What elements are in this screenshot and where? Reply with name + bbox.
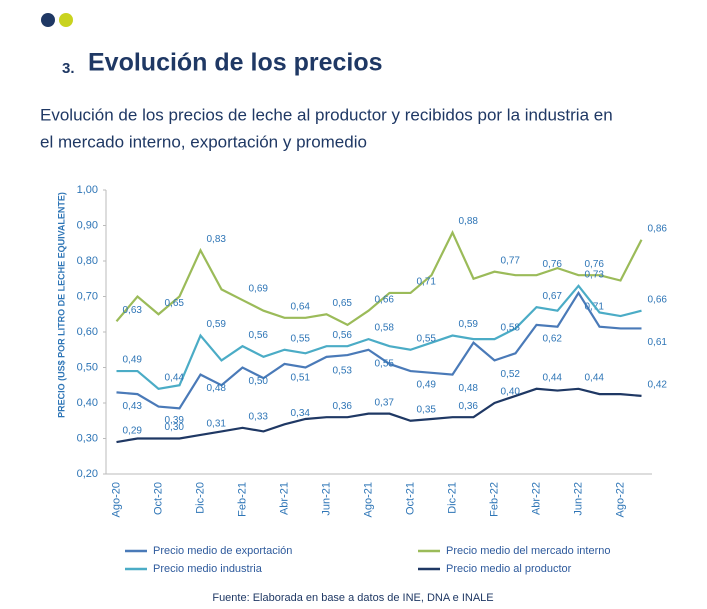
data-label: 0,39 [165, 415, 185, 426]
y-tick-label: 0,50 [77, 361, 98, 373]
data-label: 0,86 [648, 223, 668, 234]
data-label: 0,31 [207, 419, 227, 430]
subtitle: el mercado interno, exportación y promed… [40, 132, 367, 151]
data-label: 0,67 [543, 291, 563, 302]
data-label: 0,43 [123, 401, 143, 412]
x-tick-label: Dic-21 [446, 482, 458, 514]
y-tick-label: 0,20 [77, 468, 98, 480]
y-tick-label: 0,30 [77, 432, 98, 444]
dot [59, 13, 73, 27]
legend-label: Precio medio del mercado interno [446, 545, 610, 557]
data-label: 0,34 [291, 408, 311, 419]
data-label: 0,66 [648, 294, 668, 305]
data-label: 0,71 [417, 277, 437, 288]
data-label: 0,69 [249, 284, 269, 295]
data-label: 0,56 [333, 330, 353, 341]
data-label: 0,55 [417, 333, 437, 344]
line [116, 284, 642, 390]
data-label: 0,50 [249, 376, 269, 387]
data-label: 0,51 [291, 373, 311, 384]
data-label: 0,49 [417, 380, 437, 391]
data-label: 0,36 [459, 401, 479, 412]
y-tick-label: 0,60 [77, 326, 98, 338]
x-tick-label: Feb-21 [236, 482, 248, 517]
legend-label: Precio medio al productor [446, 563, 572, 575]
data-label: 0,48 [207, 383, 227, 394]
data-label: 0,76 [585, 259, 605, 270]
data-label: 0,58 [501, 323, 521, 334]
x-tick-label: Feb-22 [488, 482, 500, 517]
data-label: 0,64 [291, 301, 311, 312]
data-label: 0,52 [501, 369, 521, 380]
x-tick-label: Oct-21 [404, 482, 416, 515]
x-tick-label: Ago-21 [362, 482, 374, 517]
legend-label: Precio medio de exportación [153, 545, 292, 557]
data-label: 0,63 [123, 305, 143, 316]
x-tick-label: Abr-21 [278, 482, 290, 515]
y-tick-label: 0,70 [77, 290, 98, 302]
data-label: 0,30 [165, 422, 185, 433]
data-label: 0,49 [123, 355, 143, 366]
data-label: 0,53 [333, 365, 353, 376]
data-label: 0,62 [543, 334, 563, 345]
x-tick-label: Jun-22 [572, 482, 584, 516]
section-number: 3. [62, 60, 75, 77]
line [116, 387, 642, 444]
y-tick-label: 1,00 [77, 184, 98, 196]
y-tick-label: 0,40 [77, 397, 98, 409]
data-label: 0,77 [501, 255, 521, 266]
y-tick-label: 0,80 [77, 255, 98, 267]
x-tick-label: Abr-22 [530, 482, 542, 515]
x-tick-label: Oct-20 [152, 482, 164, 515]
data-label: 0,35 [417, 404, 437, 415]
data-label: 0,55 [291, 333, 311, 344]
data-label: 0,65 [333, 298, 353, 309]
y-axis-label: PRECIO (US$ POR LITRO DE LECHE EQUIVALEN… [56, 192, 66, 418]
data-label: 0,58 [375, 323, 395, 334]
data-label: 0,44 [543, 372, 563, 383]
line [116, 290, 642, 410]
data-label: 0,33 [249, 411, 269, 422]
data-label: 0,83 [207, 234, 227, 245]
data-label: 0,29 [123, 426, 143, 437]
data-label: 0,66 [375, 294, 395, 305]
data-label: 0,76 [543, 259, 563, 270]
data-label: 0,48 [459, 383, 479, 394]
data-label: 0,44 [165, 372, 185, 383]
data-label: 0,73 [585, 269, 605, 280]
data-label: 0,61 [648, 337, 668, 348]
data-label: 0,36 [333, 401, 353, 412]
title: Evolución de los precios [88, 49, 383, 77]
legend-label: Precio medio industria [153, 563, 263, 575]
data-label: 0,55 [375, 358, 395, 369]
dot [41, 13, 55, 27]
data-label: 0,42 [648, 380, 668, 391]
x-tick-label: Ago-22 [614, 482, 626, 517]
line [115, 230, 643, 327]
data-label: 0,88 [459, 216, 479, 227]
data-label: 0,56 [249, 330, 269, 341]
subtitle: Evolución de los precios de leche al pro… [40, 105, 613, 124]
data-label: 0,37 [375, 397, 395, 408]
source: Fuente: Elaborada en base a datos de INE… [212, 592, 493, 604]
x-tick-label: Ago-20 [110, 482, 122, 517]
data-label: 0,59 [207, 319, 227, 330]
data-label: 0,59 [459, 319, 479, 330]
x-tick-label: Dic-20 [194, 482, 206, 514]
y-tick-label: 0,90 [77, 219, 98, 231]
data-label: 0,65 [165, 298, 185, 309]
data-label: 0,44 [585, 372, 605, 383]
data-label: 0,40 [501, 387, 521, 398]
x-tick-label: Jun-21 [320, 482, 332, 516]
